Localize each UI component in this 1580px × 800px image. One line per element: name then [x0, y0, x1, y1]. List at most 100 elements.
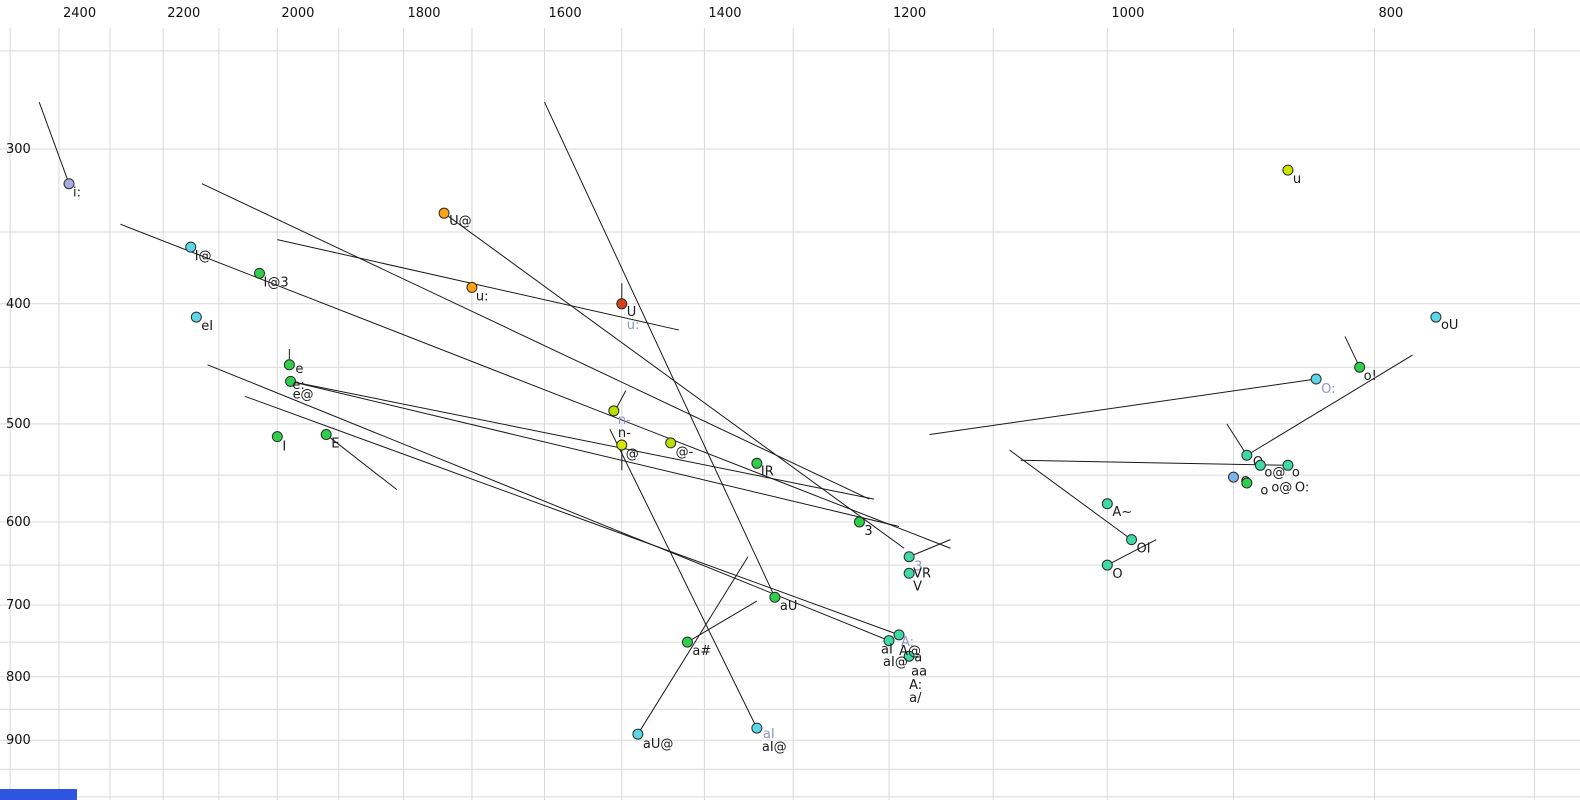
- point-label-E: E: [331, 437, 339, 452]
- floating-label: O:: [1295, 481, 1309, 496]
- point-label-u_colon: u:: [476, 289, 489, 304]
- x-axis-tick-label: 1000: [1111, 6, 1144, 21]
- vowel-point-I[interactable]: [271, 431, 283, 443]
- vowel-point-e[interactable]: [283, 359, 295, 371]
- point-label-aU: aU: [780, 599, 797, 614]
- point-label-a_at: A@: [899, 644, 921, 659]
- vowel-point-O_colon[interactable]: [1310, 373, 1322, 385]
- point-label-i_long: i:: [73, 186, 81, 201]
- floating-label: o@: [1271, 481, 1292, 496]
- floating-label: a: [914, 651, 922, 666]
- trajectory-line: [1020, 459, 1288, 466]
- vowel-point-IR[interactable]: [751, 457, 763, 469]
- bottom-left-blue-bar: [0, 789, 77, 800]
- point-label-VR: VR: [913, 566, 931, 581]
- point-label-aI_at: aI@: [762, 740, 787, 755]
- vowel-point-aI[interactable]: [883, 635, 895, 647]
- point-label-aU_at: aU@: [643, 737, 673, 752]
- point-label-U: U: [627, 305, 637, 320]
- vowel-point-VR[interactable]: [903, 567, 915, 579]
- trajectory-line: [637, 556, 749, 735]
- y-axis-tick-label: 500: [6, 417, 31, 432]
- vowel-point-aU_at[interactable]: [632, 728, 644, 740]
- point-label-a_hash: a#: [692, 644, 711, 659]
- floating-label: o: [1260, 484, 1268, 499]
- trajectory-line: [544, 101, 776, 598]
- vowel-point-Q[interactable]: [1227, 471, 1239, 483]
- vowel-point-I_at_3[interactable]: [253, 267, 265, 279]
- floating-label: A:: [909, 678, 922, 693]
- point-label-I_at: I@: [195, 249, 212, 264]
- trajectory-line: [1226, 423, 1248, 456]
- point-label-u: u: [1293, 172, 1301, 187]
- x-axis-tick-label: 2000: [281, 6, 314, 21]
- vowel-point-eI[interactable]: [190, 311, 202, 323]
- vowel-point-schwa[interactable]: [616, 439, 628, 451]
- trajectory-line: [1344, 336, 1361, 368]
- floating-label: aa: [911, 664, 927, 679]
- y-axis-tick-label: 300: [6, 142, 31, 157]
- vowel-point-A_colon[interactable]: [893, 629, 905, 641]
- y-axis-tick-label: 700: [6, 598, 31, 613]
- vowel-point-a_hash[interactable]: [681, 636, 693, 648]
- vowel-point-a_at[interactable]: [903, 650, 915, 662]
- vowel-point-oU[interactable]: [1430, 311, 1442, 323]
- vowel-point-o_excl[interactable]: [1354, 361, 1366, 373]
- point-label-e_at: e@: [293, 387, 314, 402]
- vowel-point-O2[interactable]: [1241, 449, 1253, 461]
- vowel-point-E[interactable]: [320, 429, 332, 441]
- trajectory-line: [325, 434, 398, 491]
- x-axis-tick-label: 1800: [407, 6, 440, 21]
- vowel-point-e_at[interactable]: [285, 375, 297, 387]
- vowel-point-aI_at[interactable]: [751, 722, 763, 734]
- trajectory-line: [1009, 449, 1132, 541]
- y-axis-tick-label: 600: [6, 515, 31, 530]
- vowel-point-schwa_d[interactable]: [665, 437, 677, 449]
- trajectory-line: [290, 380, 875, 500]
- vowel-point-u[interactable]: [1282, 164, 1294, 176]
- y-axis-tick-label: 900: [6, 733, 31, 748]
- point-label-o_at_a: o@: [1264, 465, 1285, 480]
- trajectory-line: [244, 395, 900, 636]
- vowel-point-aU[interactable]: [769, 591, 781, 603]
- trajectory-line: [201, 183, 870, 500]
- vowel-point-i_long[interactable]: [63, 178, 75, 190]
- x-axis-tick-label: 800: [1379, 6, 1404, 21]
- point-label-I_at_3: I@3: [263, 275, 288, 290]
- point-label-o_a: o: [1292, 465, 1300, 480]
- trajectory-line: [929, 378, 1317, 436]
- y-axis-tick-label: 800: [6, 670, 31, 685]
- point-label-O_colon: O:: [1321, 382, 1335, 397]
- vowel-point-three[interactable]: [853, 516, 865, 528]
- point-label-IR: IR: [761, 464, 774, 479]
- point-label-aI: aI: [881, 643, 893, 658]
- x-axis-tick-label: 2200: [167, 6, 200, 21]
- trajectory-line: [609, 429, 758, 729]
- vowel-point-I_at[interactable]: [185, 241, 197, 253]
- trajectory-line: [1107, 539, 1157, 566]
- vowel-point-U_at[interactable]: [438, 207, 450, 219]
- vowel-point-OI[interactable]: [1126, 534, 1138, 546]
- vowel-point-U[interactable]: [616, 298, 628, 310]
- vowel-point-o_at_b[interactable]: [1241, 477, 1253, 489]
- point-label-schwa_d: @-: [676, 445, 694, 460]
- point-label-U: u:: [627, 318, 640, 333]
- x-axis-tick-label: 1200: [893, 6, 926, 21]
- vowel-point-o_a[interactable]: [1282, 459, 1294, 471]
- floating-label: a/: [909, 691, 922, 706]
- point-label-n_dash: n-: [618, 413, 631, 428]
- vowel-point-three_b[interactable]: [903, 551, 915, 563]
- x-axis-tick-label: 1600: [549, 6, 582, 21]
- vowel-point-n_dash[interactable]: [608, 405, 620, 417]
- vowel-point-o_at_a[interactable]: [1254, 459, 1266, 471]
- vowel-point-u_colon[interactable]: [466, 281, 478, 293]
- point-label-I: I: [282, 440, 286, 455]
- x-axis-tick-label: 2400: [63, 6, 96, 21]
- point-label-e: e: [295, 362, 303, 377]
- vowel-point-A_nasal[interactable]: [1101, 498, 1113, 510]
- trajectory-line: [38, 102, 70, 184]
- point-label-n_dash: n-: [618, 426, 631, 441]
- vowel-point-O[interactable]: [1101, 559, 1113, 571]
